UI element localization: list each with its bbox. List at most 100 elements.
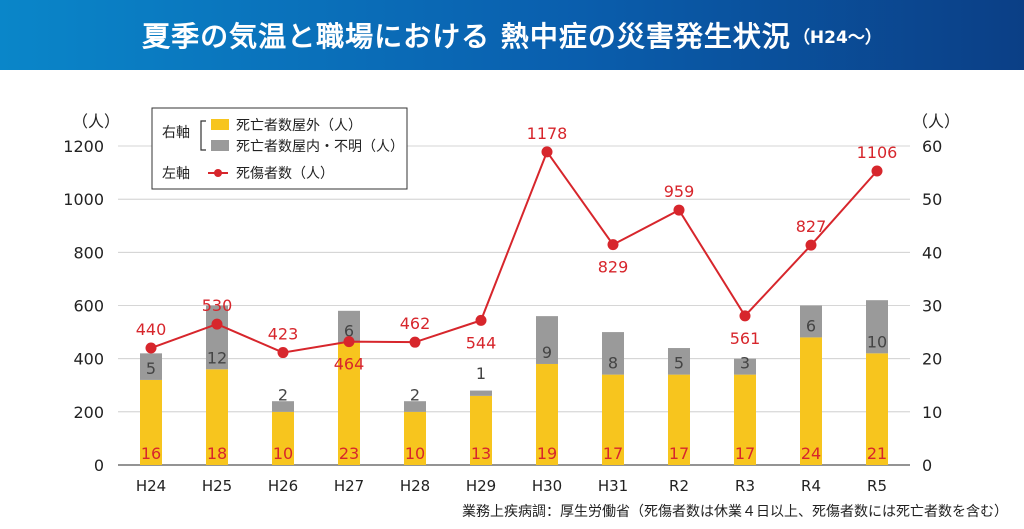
y-right-tick-label: 20 bbox=[922, 350, 942, 369]
casualties-point bbox=[409, 336, 421, 348]
bar-indoor-value-label: 8 bbox=[608, 354, 618, 373]
bar-outdoor-deaths bbox=[206, 369, 228, 465]
y-right-tick-label: 60 bbox=[922, 137, 942, 156]
bar-outdoor-value-label: 10 bbox=[273, 444, 293, 463]
source-note: 業務上疾病調：厚生労働省（死傷者数は休業４日以上、死傷者数には死亡者数を含む） bbox=[462, 504, 1008, 520]
casualties-line bbox=[150, 149, 878, 354]
bar-outdoor-value-label: 10 bbox=[405, 444, 425, 463]
bar-indoor-value-label: 10 bbox=[867, 332, 887, 351]
bar-outdoor-deaths bbox=[866, 353, 888, 465]
bar-indoor-value-label: 9 bbox=[542, 343, 552, 362]
bar-indoor-deaths bbox=[140, 353, 162, 380]
x-tick-label: H24 bbox=[136, 477, 166, 495]
x-tick-label: H31 bbox=[598, 477, 628, 495]
chart-title: 夏季の気温と職場における 熱中症の災害発生状況 （H24〜） bbox=[0, 0, 1024, 70]
bar-outdoor-value-label: 19 bbox=[537, 444, 557, 463]
bar-outdoor-value-label: 17 bbox=[735, 444, 755, 463]
casualties-point bbox=[871, 165, 883, 177]
y-right-tick-label: 30 bbox=[922, 297, 942, 316]
legend-swatch-indoor bbox=[211, 140, 229, 151]
legend-marker-casualties bbox=[214, 169, 222, 177]
bar-outdoor-deaths bbox=[734, 374, 756, 465]
bar-indoor-deaths bbox=[734, 358, 756, 375]
casualties-point bbox=[277, 347, 289, 359]
bar-outdoor-value-label: 21 bbox=[867, 444, 887, 463]
bar-outdoor-deaths bbox=[272, 411, 294, 465]
casualties-point bbox=[541, 146, 553, 158]
bar-indoor-value-label: 1 bbox=[476, 364, 486, 383]
casualties-value-label: 423 bbox=[268, 325, 299, 344]
chart-title-main: 夏季の気温と職場における 熱中症の災害発生状況 bbox=[142, 20, 791, 53]
y-left-tick-label: 1200 bbox=[63, 137, 104, 156]
casualties-point bbox=[805, 239, 817, 251]
legend-box bbox=[151, 107, 408, 190]
legend-bracket bbox=[200, 120, 206, 151]
bar-outdoor-value-label: 17 bbox=[603, 444, 623, 463]
legend-right-axis-label: 右軸 bbox=[162, 125, 190, 141]
y-left-tick-label: 200 bbox=[73, 403, 104, 422]
casualties-value-label: 959 bbox=[664, 182, 695, 201]
bar-outdoor-deaths bbox=[602, 374, 624, 465]
casualties-point bbox=[607, 239, 619, 251]
bar-outdoor-deaths bbox=[668, 374, 690, 465]
bar-indoor-deaths bbox=[272, 401, 294, 412]
legend-swatch-outdoor bbox=[211, 119, 229, 130]
bar-indoor-deaths bbox=[206, 305, 228, 370]
y-left-tick-label: 800 bbox=[73, 243, 104, 262]
bar-outdoor-value-label: 13 bbox=[471, 444, 491, 463]
x-tick-label: R4 bbox=[801, 477, 821, 495]
y-left-tick-label: 1000 bbox=[63, 190, 104, 209]
casualties-value-label: 464 bbox=[334, 355, 365, 374]
bar-indoor-deaths bbox=[470, 390, 492, 396]
bar-outdoor-value-label: 24 bbox=[801, 444, 821, 463]
y-left-tick-label: 0 bbox=[94, 456, 104, 475]
y-right-tick-label: 0 bbox=[922, 456, 932, 475]
bar-indoor-deaths bbox=[536, 316, 558, 364]
x-tick-label: H29 bbox=[466, 477, 496, 495]
bar-outdoor-value-label: 16 bbox=[141, 444, 161, 463]
y-left-tick-label: 400 bbox=[73, 350, 104, 369]
y-right-tick-label: 10 bbox=[922, 403, 942, 422]
bar-indoor-value-label: 5 bbox=[674, 354, 684, 373]
casualties-value-label: 544 bbox=[466, 333, 497, 352]
casualties-point bbox=[145, 342, 157, 354]
y-right-tick-label: 50 bbox=[922, 190, 942, 209]
title-banner: 夏季の気温と職場における 熱中症の災害発生状況 （H24〜） bbox=[0, 0, 1024, 70]
casualties-value-label: 530 bbox=[202, 296, 233, 315]
bar-indoor-value-label: 6 bbox=[344, 322, 354, 341]
bar-outdoor-value-label: 23 bbox=[339, 444, 359, 463]
bar-indoor-value-label: 6 bbox=[806, 316, 816, 335]
x-tick-label: R3 bbox=[735, 477, 755, 495]
bar-indoor-value-label: 3 bbox=[740, 354, 750, 373]
casualties-value-label: 462 bbox=[400, 314, 431, 333]
casualties-point bbox=[343, 336, 355, 348]
casualties-value-label: 1178 bbox=[527, 124, 568, 143]
bar-indoor-value-label: 5 bbox=[146, 359, 156, 378]
bar-outdoor-deaths bbox=[536, 363, 558, 465]
x-tick-label: H30 bbox=[532, 477, 562, 495]
x-tick-label: H27 bbox=[334, 477, 364, 495]
x-tick-label: H25 bbox=[202, 477, 232, 495]
y-left-axis-label: （人） bbox=[72, 112, 120, 131]
bar-indoor-deaths bbox=[800, 305, 822, 338]
x-tick-label: R2 bbox=[669, 477, 689, 495]
bar-indoor-deaths bbox=[338, 310, 360, 343]
casualties-point bbox=[211, 318, 223, 330]
bar-outdoor-value-label: 17 bbox=[669, 444, 689, 463]
legend-entry-indoor: 死亡者数屋内・不明（人） bbox=[236, 139, 404, 155]
bar-outdoor-deaths bbox=[470, 395, 492, 465]
bar-indoor-value-label: 2 bbox=[410, 385, 420, 404]
casualties-value-label: 829 bbox=[598, 258, 629, 277]
bar-indoor-deaths bbox=[866, 300, 888, 354]
casualties-value-label: 440 bbox=[136, 320, 167, 339]
casualties-value-label: 1106 bbox=[857, 143, 898, 162]
legend-left-axis-label: 左軸 bbox=[162, 166, 190, 182]
bar-outdoor-deaths bbox=[338, 342, 360, 465]
bar-outdoor-value-label: 18 bbox=[207, 444, 227, 463]
bar-indoor-value-label: 12 bbox=[207, 348, 227, 367]
bar-outdoor-deaths bbox=[404, 411, 426, 465]
y-right-tick-label: 40 bbox=[922, 243, 942, 262]
y-right-axis-label: （人） bbox=[912, 112, 960, 131]
casualties-point bbox=[475, 314, 487, 326]
